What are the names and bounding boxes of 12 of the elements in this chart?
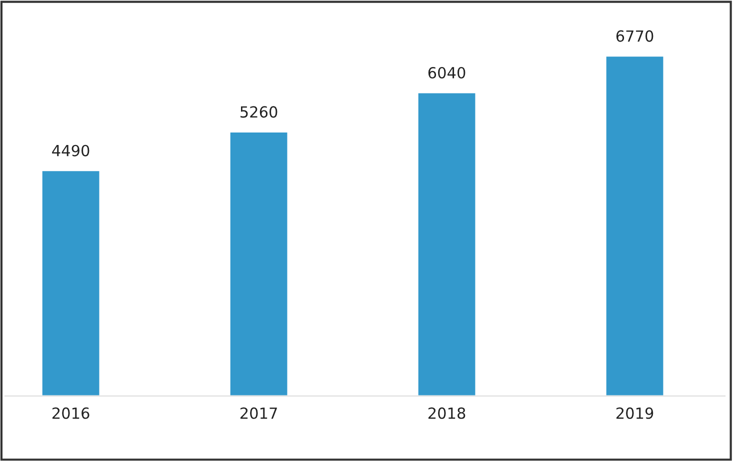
data-label: 6040 [428,66,466,79]
x-tick-label: 2018 [428,407,466,419]
data-label: 6770 [616,30,654,42]
data-label: 5260 [240,106,278,118]
x-tick-label: 2017 [240,407,277,419]
data-label: 4490 [52,144,90,156]
bar [416,92,477,396]
bar [228,131,289,396]
x-tick-label: 2019 [616,407,654,419]
bar [40,170,101,396]
x-tick-label: 2016 [52,407,90,419]
bar [604,55,665,396]
